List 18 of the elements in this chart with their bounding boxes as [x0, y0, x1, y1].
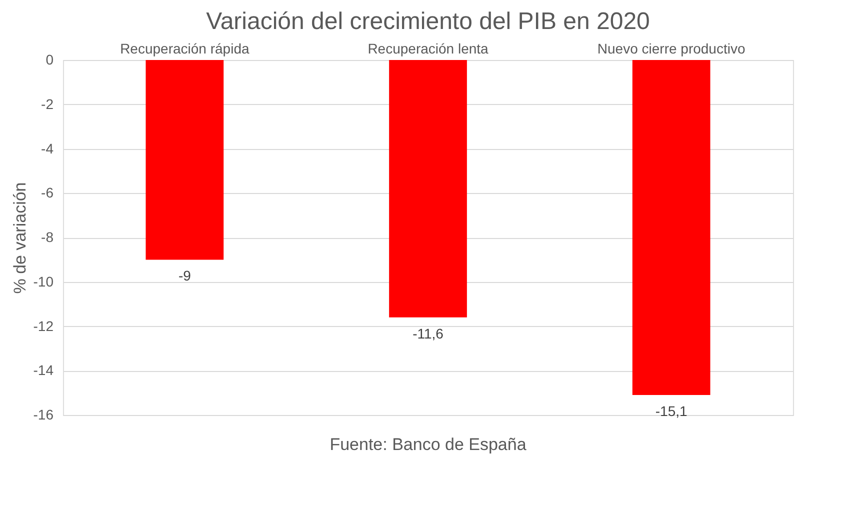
x-tick-label: Recuperación lenta — [368, 40, 489, 56]
y-tick-label: -10 — [33, 273, 54, 290]
y-tick-label: -16 — [33, 406, 54, 422]
y-tick-label: -4 — [41, 140, 54, 156]
y-tick-label: -6 — [41, 184, 54, 201]
y-tick-label: -8 — [41, 229, 54, 245]
data-label: -9 — [178, 268, 192, 284]
x-tick-label: Nuevo cierre productivo — [597, 40, 746, 56]
y-tick-label: -14 — [33, 362, 54, 378]
y-tick-label: -12 — [33, 318, 54, 334]
y-tick-label: -2 — [41, 96, 54, 112]
y-axis-title: % de variación — [10, 182, 30, 294]
data-label: -15,1 — [655, 403, 688, 420]
chart-title: Variación del crecimiento del PIB en 2020 — [206, 8, 650, 35]
data-label: -11,6 — [412, 325, 444, 342]
source-note: Fuente: Banco de España — [330, 435, 527, 454]
y-tick-label: 0 — [46, 52, 54, 68]
x-tick-label: Recuperación rápida — [120, 40, 250, 56]
